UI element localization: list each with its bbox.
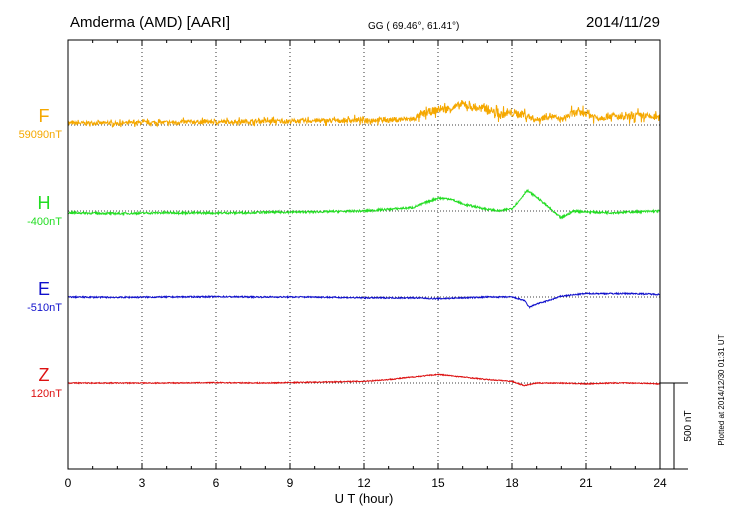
trace-Z (67, 373, 661, 387)
trace-E (67, 291, 661, 310)
baseline-value-Z: 120nT (31, 388, 62, 400)
baseline-value-E: -510nT (27, 302, 62, 314)
component-label-F: F (39, 106, 50, 126)
series-traces (67, 100, 661, 387)
date-label: 2014/11/29 (586, 14, 660, 31)
x-tick-label-24: 24 (653, 476, 667, 490)
trace-F (67, 100, 661, 128)
x-tick-label-12: 12 (357, 476, 371, 490)
station-coords: GG ( 69.46°, 61.41°) (368, 21, 459, 32)
component-label-Z: Z (39, 365, 50, 385)
x-tick-label-0: 0 (65, 476, 72, 490)
x-tick-label-21: 21 (579, 476, 593, 490)
x-tick-label-15: 15 (431, 476, 445, 490)
component-label-H: H (38, 193, 51, 213)
plotted-note: Plotted at 2014/12/30 01:31 UT (717, 334, 726, 445)
x-tick-label-3: 3 (139, 476, 146, 490)
component-labels: F 59090nT H -400nT E -510nT Z 120nT (19, 106, 63, 400)
scale-bar: 500 nT (660, 382, 694, 470)
station-title: Amderma (AMD) [AARI] (70, 14, 230, 31)
scale-bar-label: 500 nT (683, 410, 694, 441)
component-label-E: E (38, 279, 50, 299)
x-tick-label-6: 6 (213, 476, 220, 490)
x-tick-label-9: 9 (287, 476, 294, 490)
baseline-value-F: 59090nT (19, 129, 63, 141)
baseline-value-H: -400nT (27, 216, 62, 228)
trace-H (67, 188, 661, 220)
x-axis-label: U T (hour) (335, 491, 394, 506)
x-axis-ticks: 0 3 6 9 12 15 18 21 24 (65, 40, 667, 490)
x-tick-label-18: 18 (505, 476, 519, 490)
